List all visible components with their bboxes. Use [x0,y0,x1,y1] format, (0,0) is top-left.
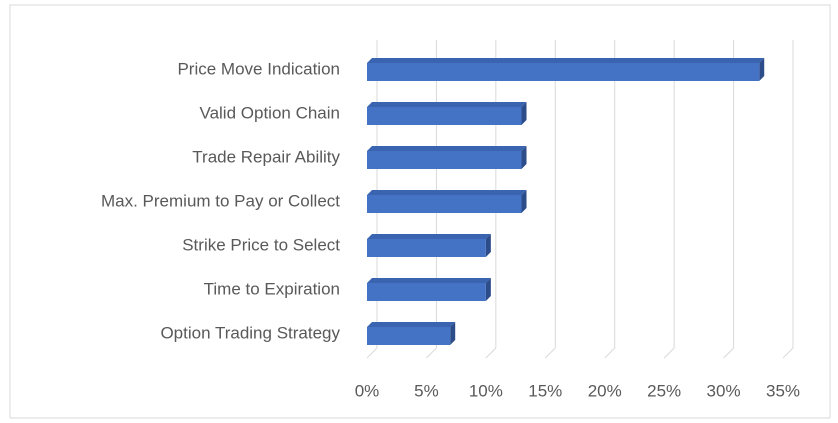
bar-top [367,278,491,283]
grid-floor-line [426,347,437,359]
grid-floor-line [663,347,675,359]
bar [367,234,491,257]
bar-top [367,322,456,327]
bar [367,278,491,301]
bar [367,102,527,125]
bar [367,146,527,169]
bar-front [367,239,486,257]
y-tick-label: Price Move Indication [177,59,340,78]
bar-front [367,327,451,345]
bar-side [521,102,527,125]
grid-floor-line [782,347,794,359]
y-tick-label: Valid Option Chain [200,103,341,122]
bar-front [367,107,522,125]
bar-side [759,58,765,81]
bar-front [367,195,522,213]
y-tick-label: Strike Price to Select [182,235,340,254]
y-tick-label: Option Trading Strategy [160,323,340,342]
grid-floor-line [723,347,734,359]
y-tick-label: Max. Premium to Pay or Collect [101,191,340,210]
bar-side [485,234,491,257]
x-tick-label: 35% [766,381,800,400]
grid-floor-line [604,347,616,359]
x-tick-label: 15% [528,381,562,400]
bar-top [367,190,527,195]
grid-floor-line [544,347,556,359]
x-tick-label: 0% [355,381,380,400]
bar-side [450,322,456,345]
x-tick-label: 10% [469,381,503,400]
grid-floor-line [485,347,497,359]
bar-side [521,190,527,213]
bar-front [367,151,522,169]
grid-floor-line [366,347,378,359]
x-tick-label: 30% [707,381,741,400]
x-tick-label: 5% [414,381,439,400]
bar-top [367,58,765,63]
y-tick-label: Time to Expiration [204,279,340,298]
bar-top [367,102,527,107]
x-tick-label: 20% [588,381,622,400]
x-tick-label: 25% [647,381,681,400]
bar [367,58,765,81]
bar-top [367,234,491,239]
y-tick-label: Trade Repair Ability [192,147,340,166]
bar-side [485,278,491,301]
bar-front [367,283,486,301]
bar-front [367,63,760,81]
bar [367,190,527,213]
bar-side [521,146,527,169]
bar-top [367,146,527,151]
bar [367,322,456,345]
